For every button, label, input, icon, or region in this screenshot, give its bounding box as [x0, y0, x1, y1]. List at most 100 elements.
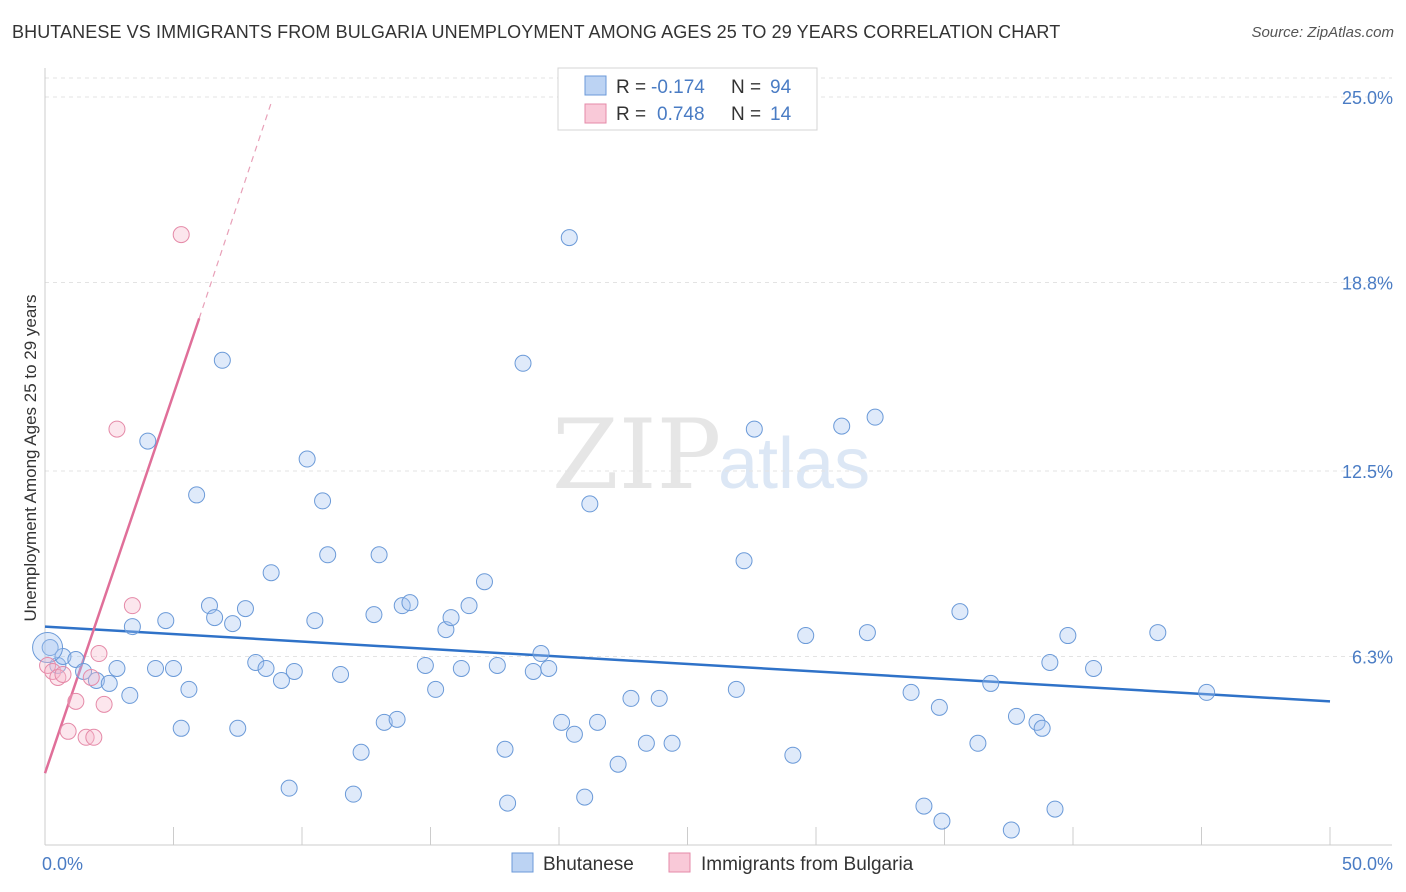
point-bhutanese-32: [319, 546, 337, 564]
chart-title: BHUTANESE VS IMMIGRANTS FROM BULGARIA UN…: [12, 22, 1061, 42]
point-bhutanese-91: [1198, 683, 1216, 701]
point-bhutanese-36: [365, 606, 383, 624]
point-bhutanese-51: [499, 794, 517, 812]
point-bhutanese-48: [475, 573, 493, 591]
point-bhutanese-78: [933, 812, 951, 830]
point-bhutanese-73: [858, 624, 876, 642]
point-bulgaria-11: [123, 597, 141, 615]
point-bhutanese-65: [650, 689, 668, 707]
point-bhutanese-3: [67, 650, 85, 668]
point-bulgaria-4: [59, 722, 77, 740]
series-legend-swatch-bhutanese: [511, 852, 534, 873]
legend-n-label-1: N =: [731, 77, 761, 98]
point-bhutanese-12: [147, 659, 165, 677]
point-bhutanese-66: [663, 734, 681, 752]
point-bhutanese-53: [524, 662, 542, 680]
point-bhutanese-90: [1149, 624, 1167, 642]
legend-r-value-2: 0.748: [657, 104, 705, 125]
point-bhutanese-41: [401, 594, 419, 612]
source-credit: Source: ZipAtlas.com: [1251, 24, 1394, 41]
trend-line-bulgaria: [43, 318, 201, 774]
x-tick-label-0: 0.0%: [42, 854, 83, 874]
point-bulgaria-7: [85, 728, 103, 746]
point-bhutanese-23: [247, 653, 265, 671]
point-bhutanese-69: [745, 420, 763, 438]
point-bhutanese-87: [1046, 800, 1064, 818]
legend-r-label-1: R =: [616, 77, 646, 98]
point-bhutanese-76: [915, 797, 933, 815]
point-bhutanese-9: [123, 618, 141, 636]
x-tick-labels: 0.0% 50.0%: [42, 854, 1393, 874]
point-bhutanese-21: [229, 719, 247, 737]
point-bhutanese-55: [540, 659, 558, 677]
point-bhutanese-20: [224, 615, 242, 633]
point-bhutanese-25: [262, 564, 280, 582]
y-tick-label-3: 25.0%: [1342, 88, 1393, 108]
point-bhutanese-68: [735, 552, 753, 570]
legend-swatch-bhutanese: [584, 75, 607, 96]
point-bhutanese-0: [41, 639, 59, 657]
point-bhutanese-15: [180, 680, 198, 698]
point-bhutanese-19: [213, 351, 231, 369]
legend-swatch-bulgaria: [584, 103, 607, 124]
point-bhutanese-8: [121, 686, 139, 704]
watermark-zip: ZIP: [552, 399, 721, 511]
legend-n-value-2: 14: [770, 104, 792, 125]
series-legend-swatch-bulgaria: [668, 852, 691, 873]
point-bulgaria-5: [67, 692, 85, 710]
point-bhutanese-31: [314, 492, 332, 510]
point-bhutanese-62: [609, 755, 627, 773]
point-bhutanese-46: [452, 659, 470, 677]
point-bhutanese-33: [332, 665, 350, 683]
point-bhutanese-22: [236, 600, 254, 618]
point-bhutanese-54: [532, 645, 550, 663]
point-bhutanese-26: [272, 671, 290, 689]
series-legend-label-bhutanese: Bhutanese: [543, 854, 634, 875]
point-bulgaria-10: [108, 420, 126, 438]
y-axis-label: Unemployment Among Ages 25 to 29 years: [21, 295, 40, 622]
point-bulgaria-9: [95, 695, 113, 713]
point-bhutanese-86: [1041, 653, 1059, 671]
y-tick-label-0: 6.3%: [1352, 648, 1393, 668]
correlation-legend: R = -0.174 N = 94 R = 0.748 N = 14: [557, 67, 818, 131]
point-bhutanese-79: [951, 603, 969, 621]
point-bhutanese-81: [982, 674, 1000, 692]
point-bhutanese-29: [298, 450, 316, 468]
point-bulgaria-8: [90, 645, 108, 663]
series-legend-label-bulgaria: Immigrants from Bulgaria: [701, 854, 914, 875]
legend-n-label-2: N =: [731, 104, 761, 125]
point-bhutanese-61: [589, 713, 607, 731]
point-bhutanese-56: [553, 713, 571, 731]
point-bhutanese-24: [257, 659, 275, 677]
trend-line-bhutanese: [44, 625, 1331, 703]
point-bhutanese-11: [157, 612, 175, 630]
point-bhutanese-30: [306, 612, 324, 630]
trend-line-bulgaria-extension: [198, 102, 272, 319]
point-bhutanese-27: [280, 779, 298, 797]
y-tick-labels: 6.3% 12.5% 18.8% 25.0%: [1342, 88, 1393, 668]
point-bhutanese-57: [560, 229, 578, 247]
point-bhutanese-83: [1007, 707, 1025, 725]
watermark: ZIP atlas: [552, 399, 870, 511]
point-bhutanese-67: [727, 680, 745, 698]
point-bhutanese-large: [32, 632, 64, 664]
point-bhutanese-10: [139, 432, 157, 450]
point-bhutanese-75: [902, 683, 920, 701]
data-points: [32, 226, 1216, 839]
trend-lines: [43, 102, 1331, 774]
point-bhutanese-80: [969, 734, 987, 752]
point-bulgaria-13: [82, 668, 100, 686]
point-bhutanese-6: [100, 674, 118, 692]
series-legend: Bhutanese Immigrants from Bulgaria: [511, 852, 914, 875]
point-bhutanese-34: [344, 785, 362, 803]
point-bhutanese-59: [576, 788, 594, 806]
point-bhutanese-82: [1002, 821, 1020, 839]
point-bhutanese-89: [1085, 659, 1103, 677]
point-bhutanese-35: [352, 743, 370, 761]
point-bhutanese-52: [514, 354, 532, 372]
point-bhutanese-85: [1033, 719, 1051, 737]
y-tick-label-2: 18.8%: [1342, 274, 1393, 294]
axes: [44, 68, 1392, 846]
point-bhutanese-49: [488, 656, 506, 674]
